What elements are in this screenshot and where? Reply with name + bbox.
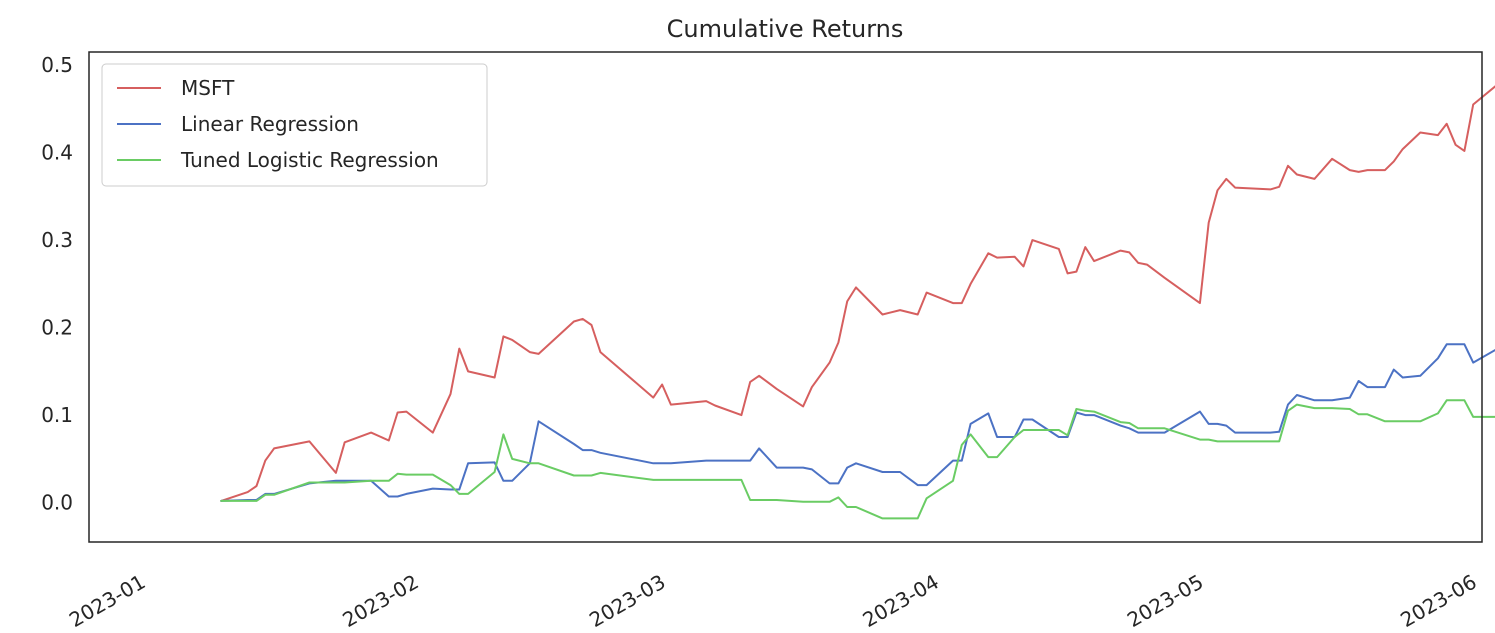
y-tick-label: 0.0 <box>41 491 73 515</box>
legend-box <box>101 63 488 187</box>
legend: MSFT Linear Regression Tuned Logistic Regr… <box>101 63 488 187</box>
y-tick-label: 0.3 <box>41 228 73 252</box>
legend-label: Tuned Logistic Regression <box>180 148 439 172</box>
y-tick-label: 0.4 <box>41 141 73 165</box>
series-line-2 <box>220 399 1495 520</box>
legend-label: MSFT <box>181 76 235 100</box>
plot-frame <box>88 51 1483 543</box>
chart-title: Cumulative Returns <box>667 15 904 43</box>
y-tick-label: 0.5 <box>41 53 73 77</box>
plot-lines <box>220 85 1495 520</box>
y-axis: 0.0 0.1 0.2 0.3 0.4 0.5 <box>41 53 73 515</box>
legend-label: Linear Regression <box>181 112 359 136</box>
y-tick-label: 0.1 <box>41 403 73 427</box>
series-line-0 <box>220 85 1495 502</box>
y-tick-label: 0.2 <box>41 316 73 340</box>
series-line-1 <box>220 343 1495 502</box>
